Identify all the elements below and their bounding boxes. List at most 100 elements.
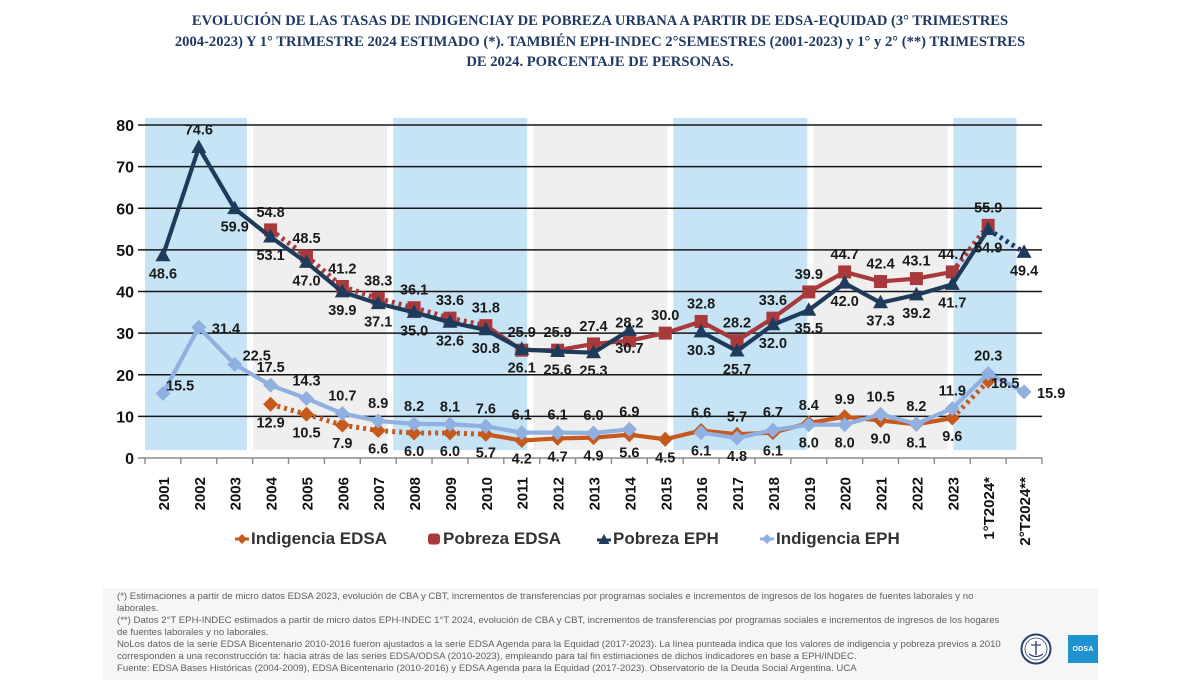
x-tick-label: 2012 [551, 477, 568, 510]
footnote: (*) Estimaciones a partir de micro datos… [117, 591, 1009, 615]
data-label: 43.1 [902, 254, 930, 270]
data-label: 49.4 [1010, 263, 1038, 279]
data-label: 8.2 [404, 399, 424, 415]
legend-label: Indigencia EPH [776, 529, 900, 549]
data-label: 20.3 [974, 349, 1002, 365]
data-label: 4.5 [655, 450, 675, 466]
footnote: NoLos datos de la serie EDSA Bicentenari… [117, 639, 1009, 663]
data-label: 41.7 [938, 295, 966, 311]
data-label: 5.6 [619, 446, 639, 462]
data-label: 31.4 [212, 321, 240, 337]
data-label: 25.6 [544, 362, 572, 378]
data-label: 31.8 [472, 301, 500, 317]
data-label: 30.3 [687, 343, 715, 359]
y-tick-label: 60 [116, 201, 134, 218]
legend-diamond-line-icon [234, 532, 250, 546]
x-tick-label: 2004 [264, 476, 281, 510]
data-label: 6.6 [691, 406, 711, 422]
x-tick-label: 2023 [945, 477, 962, 510]
data-label: 6.1 [548, 408, 568, 424]
x-tick-label: 2013 [587, 477, 604, 510]
data-label: 10.5 [866, 389, 894, 405]
data-label: 36.1 [400, 283, 428, 299]
data-label: 6.1 [763, 444, 783, 460]
data-label: 48.5 [292, 231, 320, 247]
x-tick-label: 2017 [730, 477, 747, 510]
data-label: 6.1 [512, 408, 532, 424]
legend-item-pobreza-edsa: Pobreza EDSA [426, 526, 561, 552]
data-label: 12.9 [256, 415, 284, 431]
uca-seal-icon [1020, 633, 1052, 665]
series-segment [558, 351, 594, 352]
x-tick-label: 2010 [479, 477, 496, 510]
y-tick-label: 40 [116, 285, 134, 302]
data-label: 33.6 [436, 293, 464, 309]
data-label: 15.5 [166, 378, 194, 394]
legend: Indigencia EDSA Pobreza EDSA Pobreza EPH… [0, 526, 1200, 552]
data-label: 8.4 [799, 398, 819, 414]
data-label: 9.9 [835, 392, 855, 408]
data-label: 48.6 [149, 267, 177, 283]
data-label: 6.9 [619, 404, 639, 420]
x-tick-label: 2022 [909, 477, 926, 510]
x-tick-label: 2021 [874, 477, 891, 510]
data-label: 54.8 [256, 205, 284, 221]
y-tick-label: 20 [116, 368, 134, 385]
y-tick-label: 10 [116, 409, 134, 426]
data-label: 8.0 [835, 436, 855, 452]
data-label: 4.2 [512, 452, 532, 468]
data-label: 42.0 [831, 294, 859, 310]
data-label: 4.8 [727, 449, 747, 465]
data-label: 17.5 [256, 360, 284, 376]
data-label: 39.9 [795, 267, 823, 283]
x-tick-label: 2002 [192, 477, 209, 510]
data-label: 59.9 [221, 220, 249, 236]
data-label: 6.1 [691, 444, 711, 460]
data-label: 44.7 [831, 247, 859, 263]
footnote-source: Fuente: EDSA Bases Históricas (2004-2009… [117, 663, 1009, 675]
data-point-square [874, 275, 887, 288]
data-label: 39.2 [902, 306, 930, 322]
data-label: 9.6 [942, 429, 962, 445]
data-label: 8.2 [906, 399, 926, 415]
y-tick-label: 0 [125, 451, 134, 468]
x-tick-label: 2008 [407, 477, 424, 510]
footnote: (**) Datos 2°T EPH-INDEC estimados a par… [117, 615, 1009, 639]
band-gray [533, 126, 667, 450]
data-label: 32.6 [436, 333, 464, 349]
data-point-square [910, 272, 923, 285]
legend-item-pobreza-eph: Pobreza EPH [596, 526, 719, 552]
data-label: 25.3 [579, 364, 607, 380]
data-label: 53.1 [256, 248, 284, 264]
x-tick-label: 2006 [335, 477, 352, 510]
x-tick-label: 2015 [658, 477, 675, 510]
data-label: 28.2 [723, 316, 751, 332]
data-label: 8.9 [368, 396, 388, 412]
data-label: 18.5 [991, 376, 1019, 392]
band-blue [145, 118, 247, 450]
data-label: 42.4 [866, 257, 894, 273]
x-tick-label: 2019 [802, 477, 819, 510]
data-label: 6.0 [583, 408, 603, 424]
legend-label: Pobreza EDSA [443, 529, 561, 549]
data-label: 55.9 [974, 200, 1002, 216]
data-label: 6.0 [404, 444, 424, 460]
data-label: 35.5 [795, 321, 823, 337]
data-label: 6.0 [440, 444, 460, 460]
data-label: 15.9 [1037, 386, 1065, 402]
data-label: 10.5 [292, 425, 320, 441]
data-label: 6.6 [368, 442, 388, 458]
x-tick-label: 2018 [766, 477, 783, 510]
data-label: 39.9 [328, 303, 356, 319]
data-label: 14.3 [292, 373, 320, 389]
data-label: 5.7 [727, 409, 747, 425]
data-label: 35.0 [400, 323, 428, 339]
data-label: 28.2 [615, 316, 643, 332]
data-label: 38.3 [364, 274, 392, 290]
data-label: 47.0 [292, 273, 320, 289]
data-point-square [802, 285, 815, 298]
odsa-logo: ODSA [1068, 635, 1098, 663]
data-point-square [659, 327, 672, 340]
data-label: 32.8 [687, 296, 715, 312]
